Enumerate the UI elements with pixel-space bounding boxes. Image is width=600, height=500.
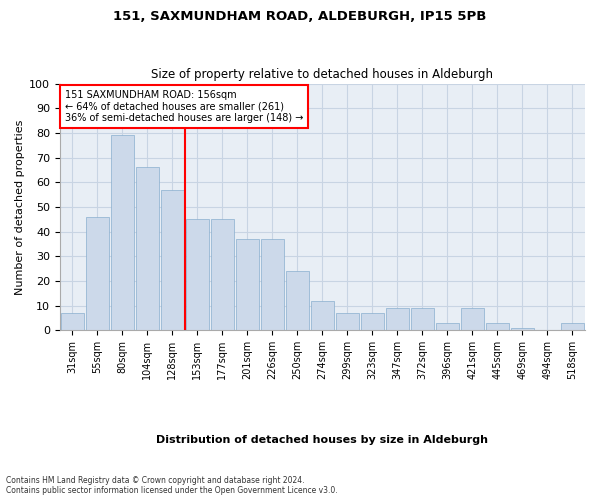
Bar	[61, 313, 84, 330]
Bar	[485, 323, 509, 330]
Title: Size of property relative to detached houses in Aldeburgh: Size of property relative to detached ho…	[151, 68, 493, 81]
Bar	[560, 323, 584, 330]
Bar	[286, 271, 310, 330]
Bar	[260, 239, 284, 330]
Text: 151, SAXMUNDHAM ROAD, ALDEBURGH, IP15 5PB: 151, SAXMUNDHAM ROAD, ALDEBURGH, IP15 5P…	[113, 10, 487, 23]
X-axis label: Distribution of detached houses by size in Aldeburgh: Distribution of detached houses by size …	[157, 435, 488, 445]
Bar	[461, 308, 484, 330]
Y-axis label: Number of detached properties: Number of detached properties	[15, 120, 25, 294]
Text: 151 SAXMUNDHAM ROAD: 156sqm
← 64% of detached houses are smaller (261)
36% of se: 151 SAXMUNDHAM ROAD: 156sqm ← 64% of det…	[65, 90, 304, 123]
Bar	[110, 136, 134, 330]
Bar	[311, 300, 334, 330]
Bar	[410, 308, 434, 330]
Text: Contains HM Land Registry data © Crown copyright and database right 2024.
Contai: Contains HM Land Registry data © Crown c…	[6, 476, 338, 495]
Bar	[236, 239, 259, 330]
Bar	[136, 168, 159, 330]
Bar	[185, 220, 209, 330]
Bar	[86, 217, 109, 330]
Bar	[211, 220, 235, 330]
Bar	[386, 308, 409, 330]
Bar	[511, 328, 535, 330]
Bar	[436, 323, 460, 330]
Bar	[161, 190, 184, 330]
Bar	[361, 313, 385, 330]
Bar	[335, 313, 359, 330]
